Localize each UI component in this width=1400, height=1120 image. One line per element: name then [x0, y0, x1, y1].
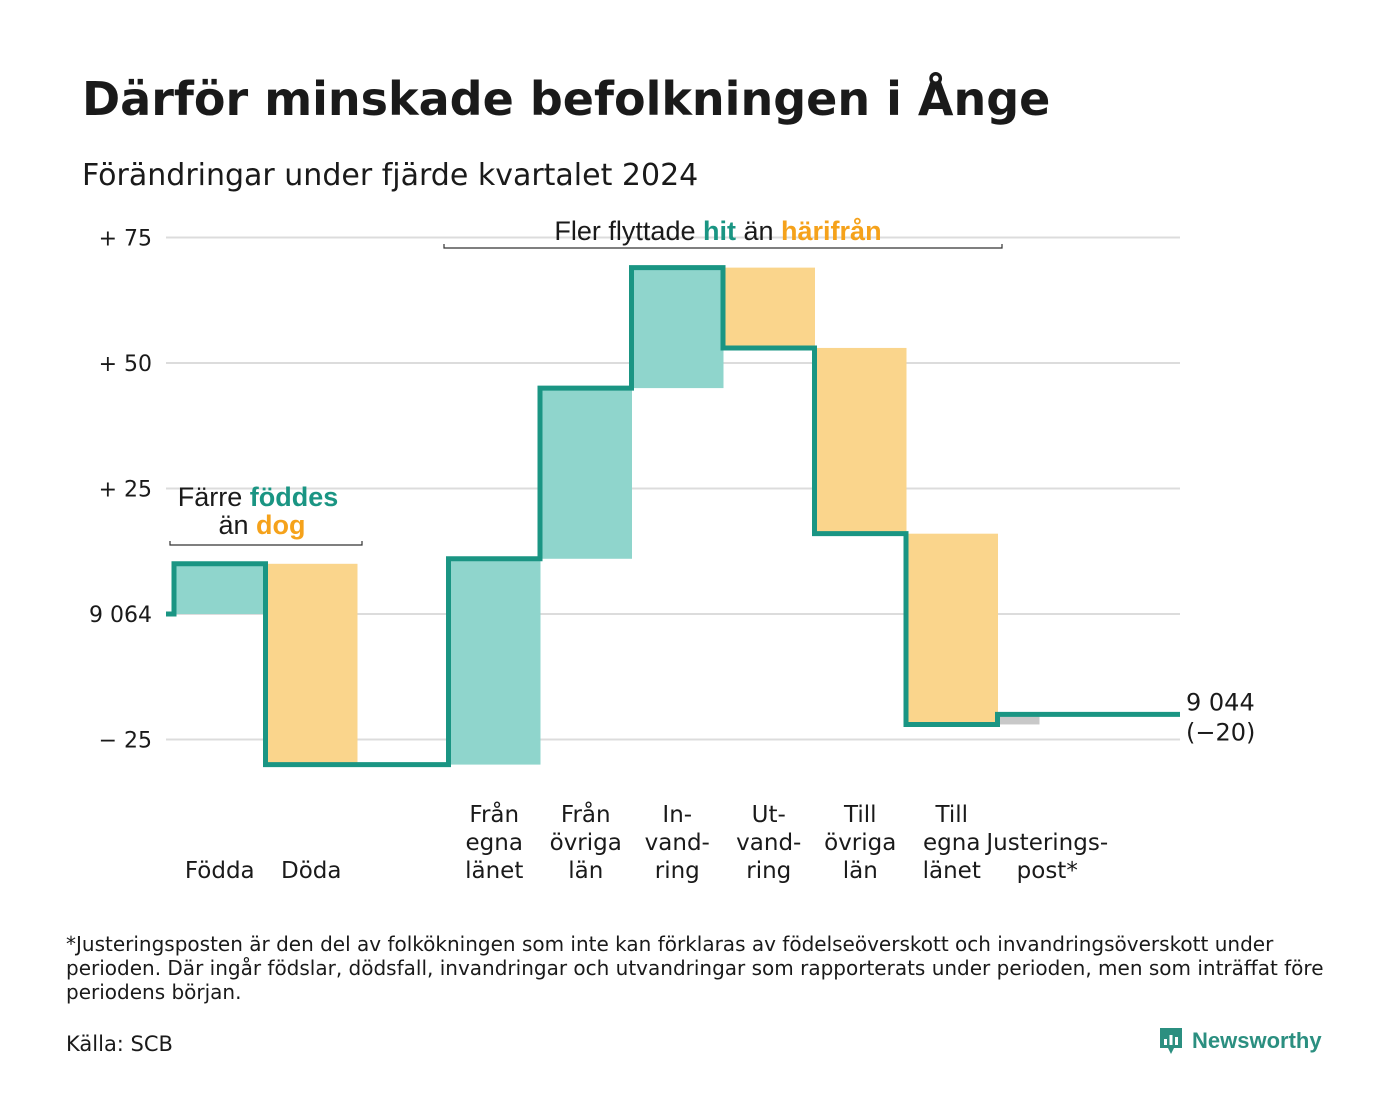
y-tick-label: + 25	[99, 478, 152, 503]
waterfall-bar	[540, 388, 632, 559]
births-deaths-annotation-line1: Färre föddes	[178, 482, 339, 512]
x-category-label: egna	[466, 830, 523, 856]
x-category-label: länet	[465, 858, 523, 884]
x-category-label: län	[568, 858, 603, 884]
births-deaths-annotation-line2: än dog	[218, 510, 305, 540]
x-category-label: vand-	[645, 830, 710, 856]
logo-text: Newsworthy	[1192, 1028, 1322, 1053]
births-deaths-bracket	[169, 541, 363, 546]
x-category-label: länet	[923, 858, 981, 884]
x-category-label: Till	[843, 802, 877, 828]
waterfall-bar	[174, 563, 266, 614]
waterfall-bar	[997, 714, 1040, 725]
x-category-label: övriga	[550, 830, 622, 856]
x-category-label: Justerings-	[984, 830, 1108, 856]
waterfall-bar	[448, 558, 541, 765]
end-change-label: (−20)	[1186, 718, 1255, 746]
x-category-label: vand-	[736, 830, 801, 856]
newsworthy-logo: Newsworthy	[1158, 1026, 1322, 1056]
y-tick-label: − 25	[99, 729, 152, 754]
waterfall-bar	[723, 267, 815, 348]
x-category-label: Från	[561, 800, 611, 828]
x-category-label: post*	[1017, 858, 1078, 884]
x-category-label: In-	[662, 802, 692, 828]
x-category-label: Ut-	[752, 802, 786, 828]
chart-subtitle: Förändringar under fjärde kvartalet 2024	[82, 158, 699, 193]
x-category-label: ring	[746, 858, 791, 884]
x-category-label: Födda	[185, 858, 255, 884]
end-value-label: 9 044	[1186, 688, 1255, 716]
x-category-label: Från	[469, 800, 519, 828]
x-category-label: ring	[655, 858, 700, 884]
source-note: Källa: SCB	[66, 1032, 173, 1056]
footnote: *Justeringsposten är den del av folkökni…	[66, 932, 1324, 1004]
x-category-label: övriga	[824, 830, 896, 856]
waterfall-bar	[631, 267, 724, 389]
x-category-label: län	[843, 858, 878, 884]
y-tick-label: + 50	[99, 352, 152, 377]
x-category-label: Till	[934, 802, 968, 828]
x-category-label: egna	[923, 830, 980, 856]
chart-title: Därför minskade befolkningen i Ånge	[82, 72, 1051, 126]
y-tick-label: 9 064	[89, 603, 152, 628]
newsworthy-logo-icon	[1160, 1028, 1182, 1054]
waterfall-bar	[906, 533, 998, 725]
y-tick-label: + 75	[99, 227, 152, 252]
cumulative-step-line	[166, 265, 1180, 768]
migration-bracket	[443, 244, 1003, 249]
x-category-label: Döda	[281, 858, 341, 884]
migration-annotation: Fler flyttade hit än härifrån	[554, 216, 881, 246]
waterfall-bar	[814, 347, 907, 534]
waterfall-bar	[265, 563, 358, 765]
